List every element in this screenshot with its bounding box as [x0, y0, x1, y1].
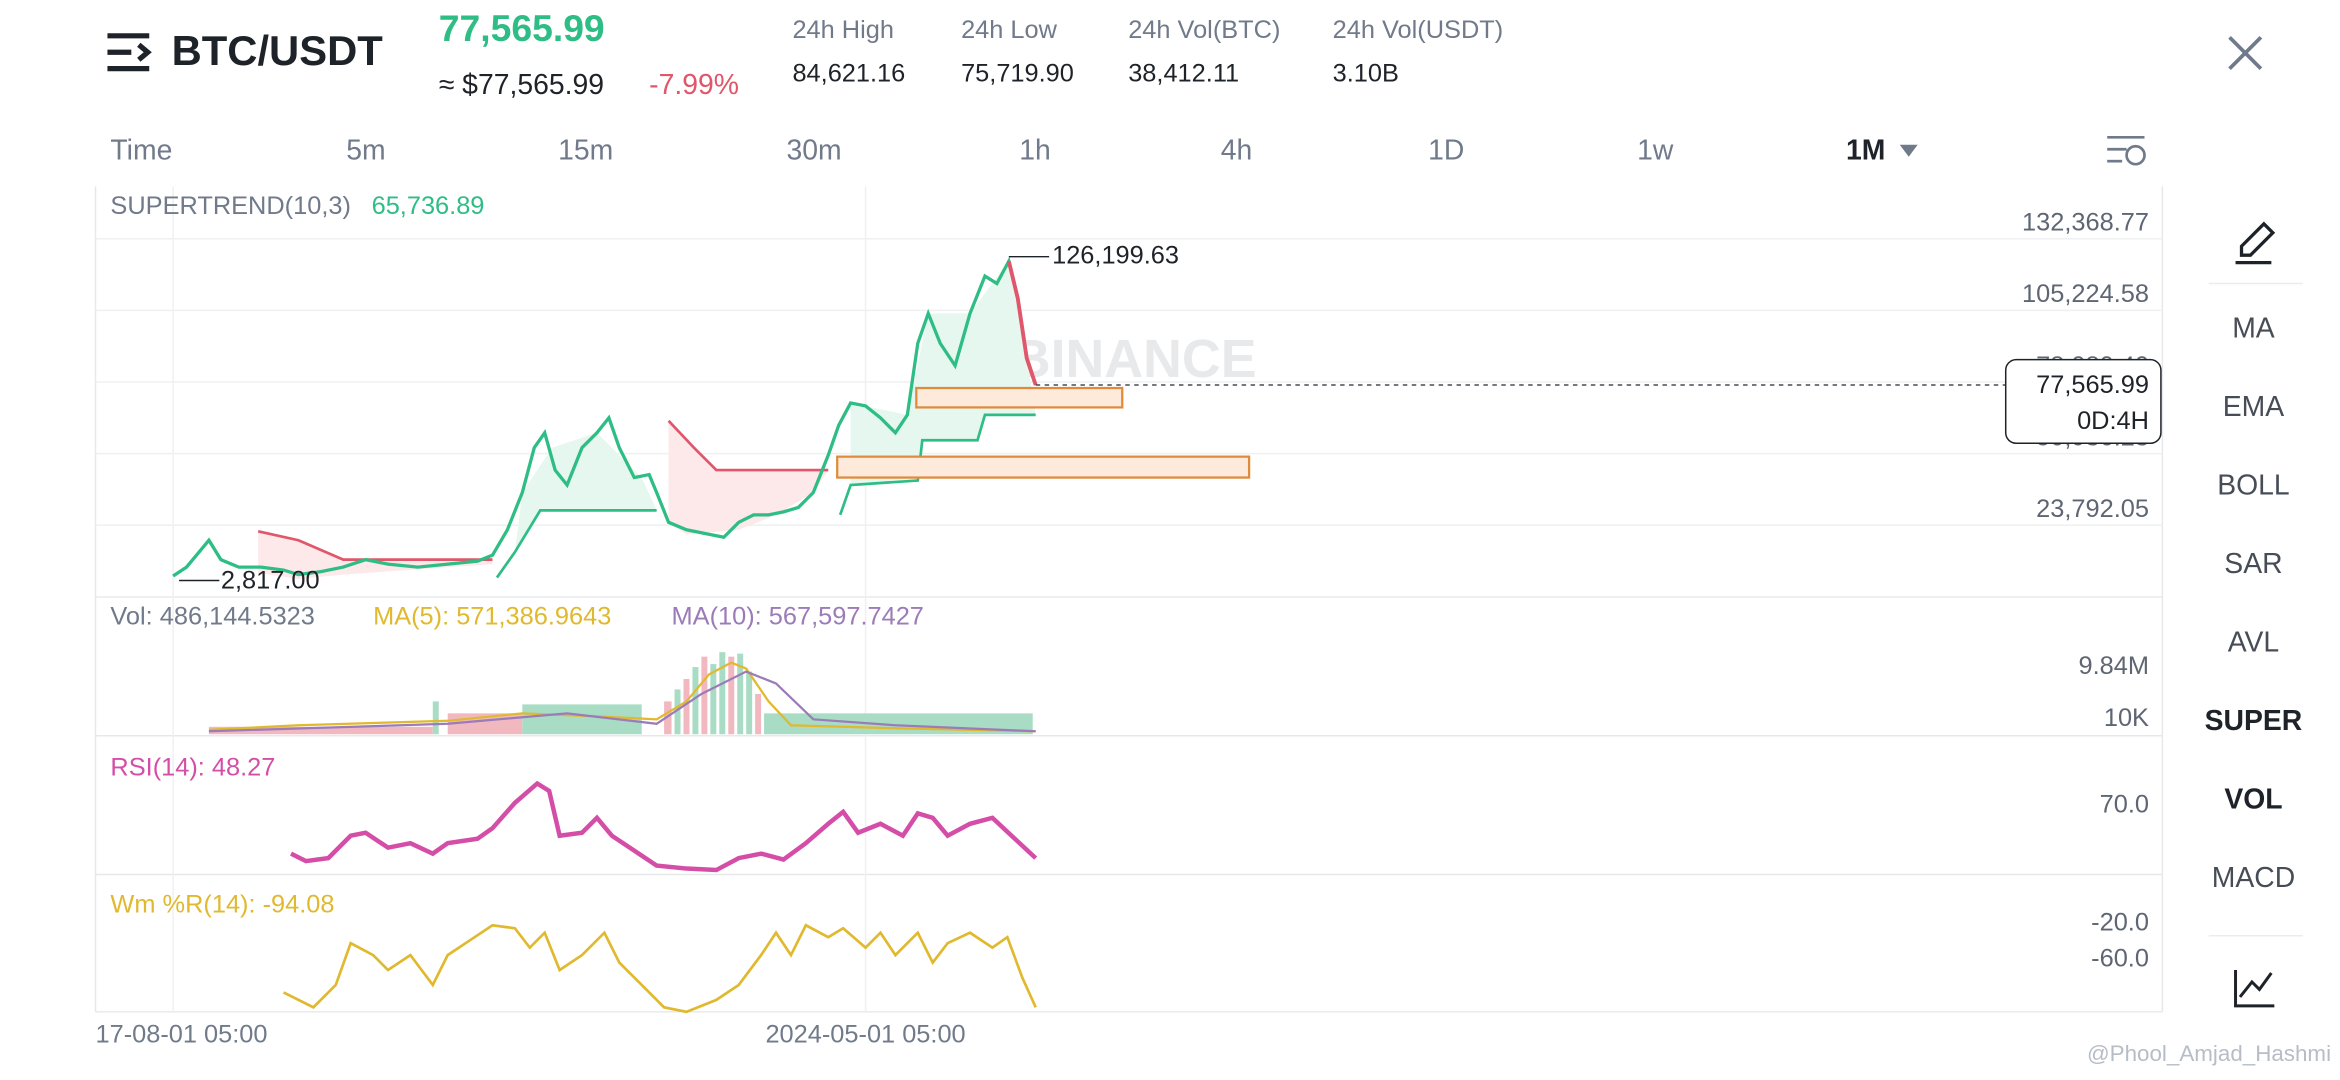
current-price-box	[2004, 358, 2162, 444]
watermark: BINANCE	[1012, 329, 1257, 389]
timeframe-tab[interactable]: 1D	[1428, 135, 1464, 167]
indicator-button[interactable]: EMA	[2223, 391, 2285, 423]
supertrend-up	[838, 413, 1036, 516]
stat-value: 3.10B	[1333, 59, 1399, 87]
stat-label: 24h Vol(BTC)	[1128, 16, 1280, 44]
volume-axis: 10K	[2104, 704, 2149, 732]
date-label: 17-08-01 05:00	[96, 1020, 268, 1048]
timeframe-tab[interactable]: 4h	[1221, 135, 1253, 167]
chart-frame	[94, 186, 2164, 1013]
indicator-button[interactable]: VOL	[2224, 783, 2282, 815]
price-line-down	[1006, 260, 1038, 386]
indicator-button[interactable]: SUPER	[2205, 705, 2303, 737]
chart-icon[interactable]	[2234, 970, 2275, 1008]
wr-axis: -60.0	[2091, 944, 2149, 972]
timeframe-tab[interactable]: 1w	[1637, 135, 1674, 167]
pair[interactable]: BTC/USDT	[172, 27, 384, 74]
wr-axis: -20.0	[2091, 908, 2149, 936]
volume-ma10-line	[208, 670, 1036, 733]
timeframe-tab[interactable]: 1M	[1846, 135, 1885, 167]
trend-fill	[668, 420, 829, 535]
high-label: 126,199.63	[1052, 241, 1179, 269]
volume-bars	[208, 652, 1033, 735]
timeframe-tab[interactable]: 15m	[558, 135, 613, 167]
indicator-button[interactable]: BOLL	[2217, 469, 2289, 501]
indicator-button[interactable]: MA	[2232, 312, 2275, 344]
approx-price: ≈ $77,565.99	[439, 69, 604, 101]
volume-axis: 9.84M	[2078, 652, 2148, 680]
indicator-value: 65,736.89	[372, 192, 485, 220]
countdown: 0D:4H	[2077, 407, 2149, 435]
indicator-label: SUPERTREND(10,3)	[110, 192, 351, 220]
grid	[95, 186, 2163, 1012]
close-button[interactable]	[2228, 35, 2263, 70]
low-label: 2,817.00	[221, 567, 320, 595]
stat-value: 75,719.90	[961, 59, 1074, 87]
price-line	[172, 256, 1038, 578]
indicator-button[interactable]: MACD	[2212, 862, 2295, 894]
price-axis-label: 105,224.58	[2022, 280, 2149, 308]
wr-label: Wm %R(14): -94.08	[110, 891, 334, 919]
last-price: 77,565.99	[439, 7, 605, 49]
zone	[915, 386, 1124, 409]
wr-line	[282, 923, 1037, 1014]
timeframe-tab[interactable]: 30m	[786, 135, 841, 167]
trend-fill	[850, 261, 1036, 486]
trend-fill	[514, 432, 657, 553]
stat-label: 24h Vol(USDT)	[1333, 16, 1504, 44]
stat-label: 24h High	[792, 16, 894, 44]
stat-value: 38,412.11	[1128, 59, 1239, 87]
price-axis-label: 132,368.77	[2022, 209, 2149, 237]
stat-label: 24h Low	[961, 16, 1058, 44]
indicator-button[interactable]: AVL	[2228, 626, 2279, 658]
volume-ma5-line	[208, 661, 1036, 733]
indicator-button[interactable]: SAR	[2224, 548, 2282, 580]
stat-value: 84,621.16	[792, 59, 905, 87]
price-axis-label: 23,792.05	[2036, 495, 2149, 523]
rsi-label: RSI(14): 48.27	[110, 753, 275, 781]
change: -7.99%	[649, 69, 739, 101]
credit: @Phool_Amjad_Hashmi	[2087, 1041, 2331, 1066]
volume-label: Vol: 486,144.5323	[110, 603, 314, 631]
draw-icon[interactable]	[2235, 221, 2276, 265]
supertrend-down	[667, 419, 829, 472]
dropdown-arrow[interactable]	[1899, 144, 1918, 157]
current-price: 77,565.99	[2036, 371, 2149, 399]
timeframe-tab[interactable]: 5m	[346, 135, 385, 167]
settings-icon[interactable]	[2107, 135, 2146, 166]
volume-ma10: MA(10): 567,597.7427	[672, 603, 924, 631]
menu-icon[interactable]	[107, 33, 152, 72]
zone	[836, 455, 1251, 479]
supertrend-up	[495, 509, 657, 579]
timeframe-tab[interactable]: Time	[110, 135, 172, 167]
rsi-axis: 70.0	[2100, 791, 2149, 819]
timeframe-tab[interactable]: 1h	[1019, 135, 1051, 167]
rsi-line	[290, 780, 1038, 873]
date-label: 2024-05-01 05:00	[765, 1020, 965, 1048]
ui: BTC/USDT 77,565.99 ≈ $77,565.99 -7.99% 2…	[94, 7, 2331, 1066]
supertrend-down	[257, 529, 493, 561]
volume-ma5: MA(5): 571,386.9643	[373, 603, 611, 631]
